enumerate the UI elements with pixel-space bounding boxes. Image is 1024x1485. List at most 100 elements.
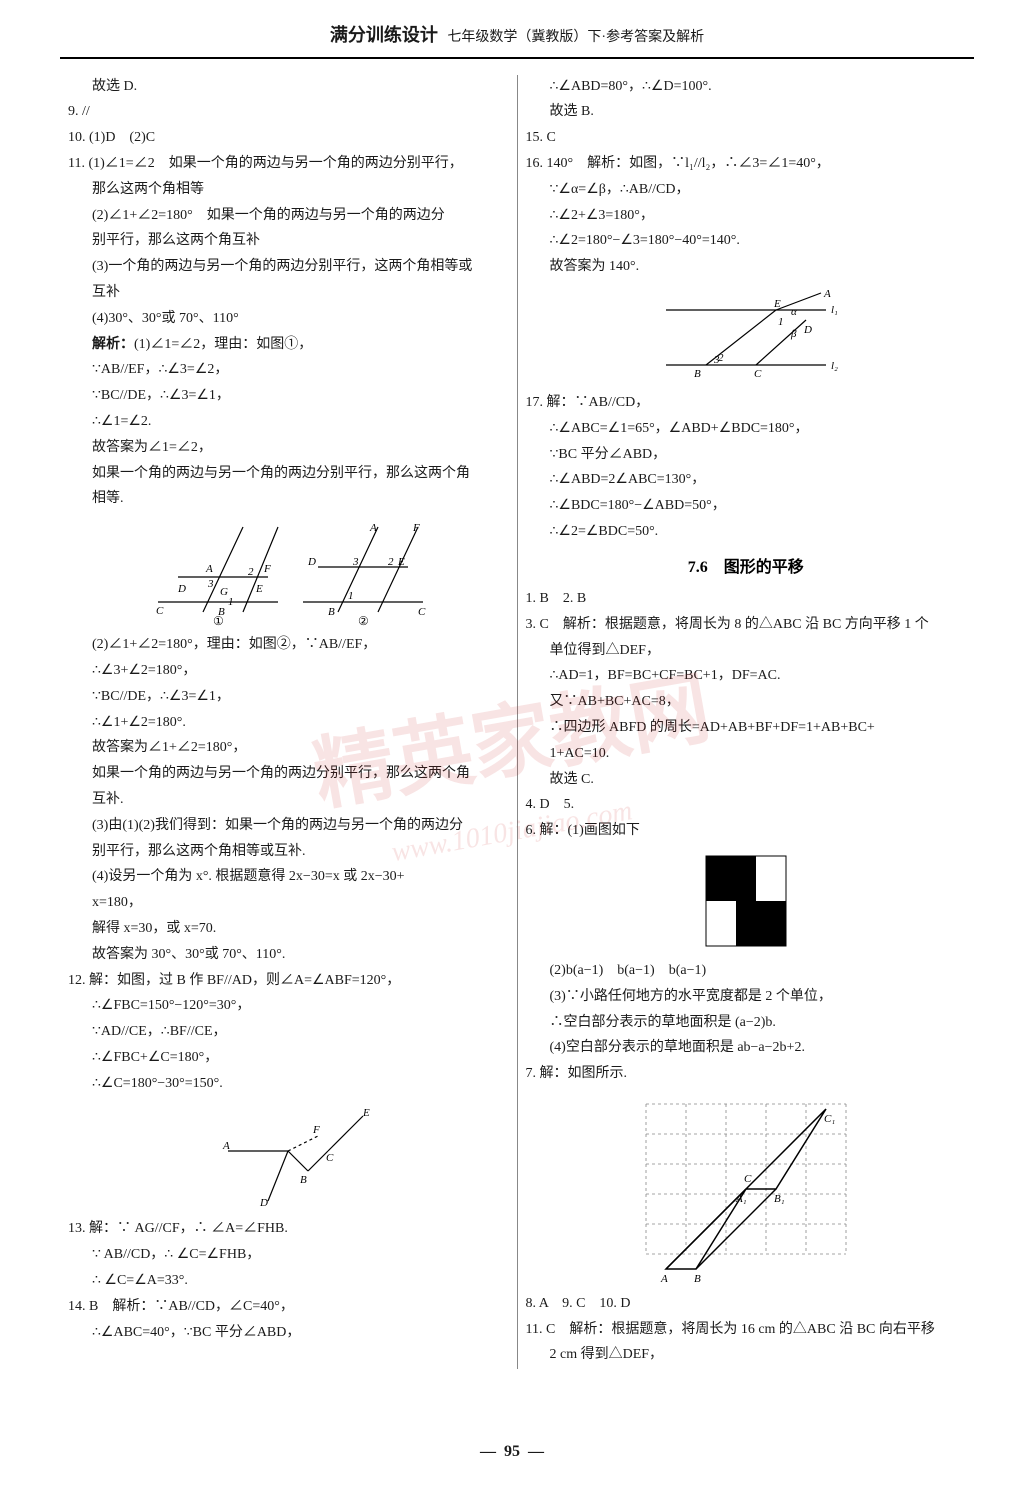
svg-text:E: E bbox=[397, 556, 405, 568]
text-line: (4)设另一个角为 x°. 根据题意得 2x−30=x 或 2x−30+ bbox=[68, 865, 509, 889]
svg-text:F: F bbox=[412, 522, 420, 534]
left-column: 故选 D. 9. // 10. (1)D (2)C 11. (1)∠1=∠2 如… bbox=[60, 75, 517, 1370]
svg-text:F: F bbox=[312, 1124, 320, 1136]
svg-text:E: E bbox=[773, 298, 781, 310]
geometry-diagram-2: AE FC BD bbox=[198, 1101, 378, 1211]
text-line: ∵∠α=∠β，∴AB//CD， bbox=[526, 178, 967, 202]
svg-text:D: D bbox=[803, 324, 812, 336]
text-line: (4)空白部分表示的草地面积是 ab−a−2b+2. bbox=[526, 1036, 967, 1060]
svg-text:A: A bbox=[823, 288, 831, 300]
text-line: 6. 解：(1)画图如下 bbox=[526, 819, 967, 843]
text-line: 故选 D. bbox=[68, 75, 509, 99]
text-line: 故答案为 140°. bbox=[526, 255, 967, 279]
svg-text:l₁: l₁ bbox=[831, 304, 838, 316]
text-line: 如果一个角的两边与另一个角的两边分别平行，那么这两个角 bbox=[68, 462, 509, 486]
section-title: 7.6 图形的平移 bbox=[526, 554, 967, 581]
text-line: ∴∠FBC=150°−120°=30°， bbox=[68, 994, 509, 1018]
text-line: (3)由(1)(2)我们得到：如果一个角的两边与另一个角的两边分 bbox=[68, 814, 509, 838]
text-line: (2)∠1+∠2=180° 如果一个角的两边与另一个角的两边分 bbox=[68, 204, 509, 228]
text-line: ∴∠C=180°−30°=150°. bbox=[68, 1072, 509, 1096]
text-line: 9. // bbox=[68, 100, 509, 124]
text-line: 11. (1)∠1=∠2 如果一个角的两边与另一个角的两边分别平行， bbox=[68, 152, 509, 176]
text-line: 互补 bbox=[68, 281, 509, 305]
text-line: x=180， bbox=[68, 891, 509, 915]
text-line: 那么这两个角相等 bbox=[68, 178, 509, 202]
svg-text:B: B bbox=[300, 1174, 307, 1186]
text-line: (2)∠1+∠2=180°，理由：如图②，∵AB//EF， bbox=[68, 633, 509, 657]
svg-text:C: C bbox=[418, 606, 426, 618]
text-line: 14. B 解析：∵AB//CD，∠C=40°， bbox=[68, 1295, 509, 1319]
diagram-label: ② bbox=[358, 614, 369, 627]
svg-text:D: D bbox=[307, 556, 316, 568]
text-line: 相等. bbox=[68, 487, 509, 511]
text-line: ∴∠ABC=∠1=65°，∠ABD+∠BDC=180°， bbox=[526, 417, 967, 441]
svg-text:B: B bbox=[694, 1273, 701, 1284]
svg-text:1: 1 bbox=[228, 596, 234, 608]
grid-diagram: A B A₁ B₁ C C₁ bbox=[636, 1094, 856, 1284]
text-line: 1. B 2. B bbox=[526, 587, 967, 611]
text-line: ∴∠ABC=40°，∵BC 平分∠ABD， bbox=[68, 1321, 509, 1345]
svg-text:C: C bbox=[156, 605, 164, 617]
text-line: ∴AD=1，BF=BC+CF=BC+1，DF=AC. bbox=[526, 664, 967, 688]
svg-text:E: E bbox=[362, 1107, 370, 1119]
text-line: 13. 解：∵ AG//CF，∴ ∠A=∠FHB. bbox=[68, 1217, 509, 1241]
text-line: ∴∠2+∠3=180°， bbox=[526, 204, 967, 228]
text-line: 4. D 5. bbox=[526, 793, 967, 817]
content-columns: 故选 D. 9. // 10. (1)D (2)C 11. (1)∠1=∠2 如… bbox=[60, 75, 974, 1370]
svg-text:A: A bbox=[369, 522, 377, 534]
geometry-diagram-1: AF DE CBG 321 AF DE BC 321 ① ② bbox=[148, 517, 428, 627]
text-line: 3. C 解析：根据题意，将周长为 8 的△ABC 沿 BC 方向平移 1 个 bbox=[526, 613, 967, 637]
text-line: 故选 B. bbox=[526, 100, 967, 124]
text-line: ∴∠ABD=2∠ABC=130°， bbox=[526, 468, 967, 492]
text-line: ∴∠1=∠2. bbox=[68, 410, 509, 434]
text-line: 如果一个角的两边与另一个角的两边分别平行，那么这两个角 bbox=[68, 762, 509, 786]
text-line: 解得 x=30，或 x=70. bbox=[68, 917, 509, 941]
svg-text:α: α bbox=[791, 306, 797, 318]
text-line: ∴四边形 ABFD 的周长=AD+AB+BF+DF=1+AB+BC+ bbox=[526, 716, 967, 740]
text-line: 别平行，那么这两个角互补 bbox=[68, 229, 509, 253]
svg-text:C: C bbox=[744, 1173, 752, 1185]
text-line: ∴∠FBC+∠C=180°， bbox=[68, 1046, 509, 1070]
text-line: ∴∠3+∠2=180°， bbox=[68, 659, 509, 683]
svg-text:2: 2 bbox=[248, 566, 254, 578]
shape-diagram bbox=[701, 851, 791, 951]
svg-text:A: A bbox=[660, 1273, 668, 1284]
svg-text:2: 2 bbox=[388, 556, 394, 568]
page-header: 满分训练设计 七年级数学（冀教版）下·参考答案及解析 bbox=[60, 20, 974, 59]
svg-text:3: 3 bbox=[352, 556, 359, 568]
geometry-diagram-3: Al₁ Eα Dβ BC l₂ 132 bbox=[646, 285, 846, 385]
text-line: (4)30°、30°或 70°、110° bbox=[68, 307, 509, 331]
text-line: 16. 140° 解析：如图，∵l₁//l₂，∴∠3=∠1=40°， bbox=[526, 152, 967, 176]
label-bold: 解析： bbox=[92, 337, 134, 352]
text-line: 故答案为∠1+∠2=180°， bbox=[68, 736, 509, 760]
text-line: (3)一个角的两边与另一个角的两边分别平行，这两个角相等或 bbox=[68, 255, 509, 279]
text-line: 别平行，那么这两个角相等或互补. bbox=[68, 840, 509, 864]
diagram-label: ① bbox=[213, 614, 224, 627]
text-line: (3)∵小路任何地方的水平宽度都是 2 个单位， bbox=[526, 985, 967, 1009]
text-line: 15. C bbox=[526, 126, 967, 150]
svg-text:A: A bbox=[222, 1140, 230, 1152]
svg-text:C₁: C₁ bbox=[824, 1113, 835, 1125]
text-line: ∴ ∠C=∠A=33°. bbox=[68, 1269, 509, 1293]
text-line: ∵AD//CE，∴BF//CE， bbox=[68, 1020, 509, 1044]
svg-text:B: B bbox=[328, 606, 335, 618]
text-line: 7. 解：如图所示. bbox=[526, 1062, 967, 1086]
text-line: ∵ AB//CD，∴ ∠C=∠FHB， bbox=[68, 1243, 509, 1267]
text-line: ∵AB//EF，∴∠3=∠2， bbox=[68, 358, 509, 382]
text-line: 故答案为 30°、30°或 70°、110°. bbox=[68, 943, 509, 967]
text-line: 故选 C. bbox=[526, 768, 967, 792]
text-line: ∵BC//DE，∴∠3=∠1， bbox=[68, 685, 509, 709]
header-subtitle: 七年级数学（冀教版）下·参考答案及解析 bbox=[447, 30, 704, 45]
svg-text:l₂: l₂ bbox=[831, 360, 838, 372]
svg-text:2: 2 bbox=[718, 352, 724, 364]
svg-text:C: C bbox=[326, 1152, 334, 1164]
text-line: ∴∠BDC=180°−∠ABD=50°， bbox=[526, 494, 967, 518]
text-line: 故答案为∠1=∠2， bbox=[68, 436, 509, 460]
text-line: ∴∠2=∠BDC=50°. bbox=[526, 520, 967, 544]
text-line: ∴∠ABD=80°，∴∠D=100°. bbox=[526, 75, 967, 99]
svg-text:A: A bbox=[205, 563, 213, 575]
svg-text:B₁: B₁ bbox=[774, 1193, 785, 1205]
text-line: 11. C 解析：根据题意，将周长为 16 cm 的△ABC 沿 BC 向右平移 bbox=[526, 1318, 967, 1342]
svg-text:A₁: A₁ bbox=[735, 1193, 747, 1205]
page-number: 95 bbox=[472, 1438, 552, 1465]
